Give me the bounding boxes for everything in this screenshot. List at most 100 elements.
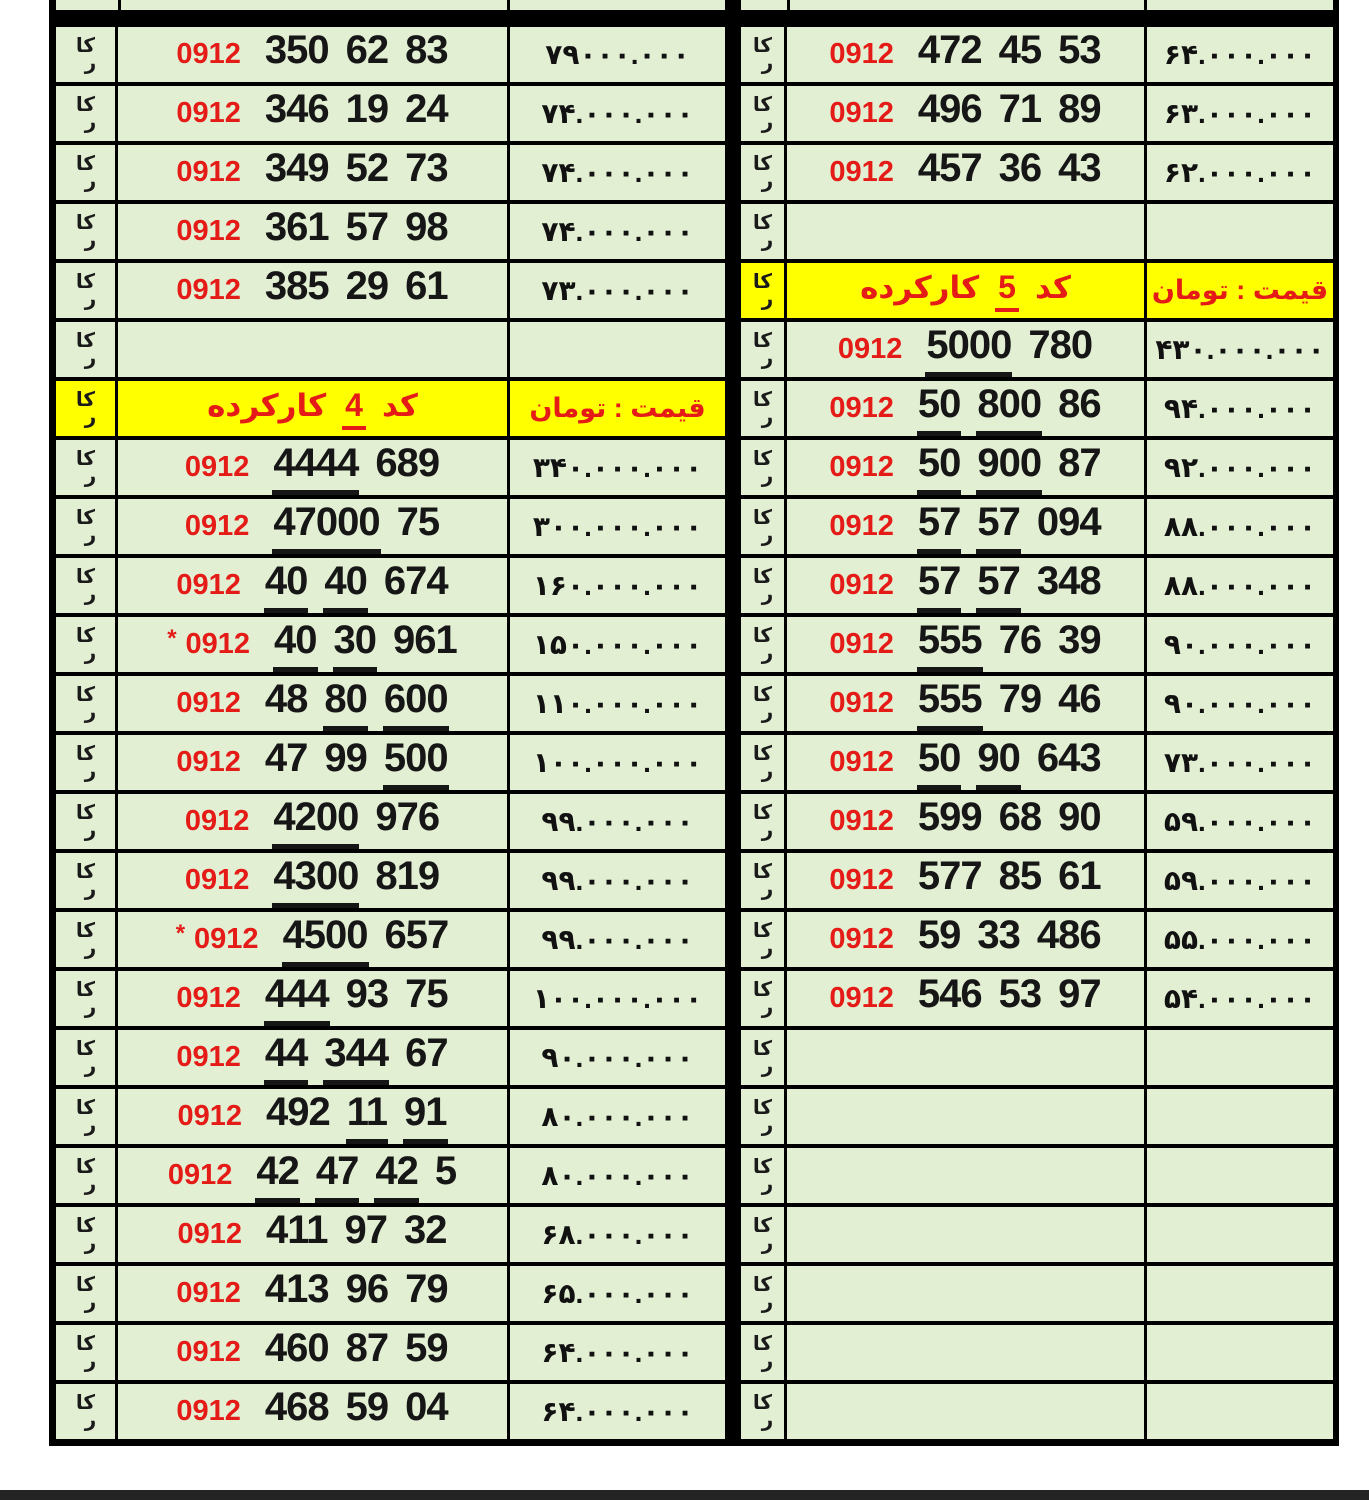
phone-segment: 57: [345, 204, 389, 249]
phone-prefix: 0912: [176, 1394, 241, 1427]
table-row: کا ر 0912 346 19 24 ۷۴.۰۰۰.۰۰۰: [56, 82, 725, 141]
used-badge-cell: کا ر: [56, 1325, 118, 1380]
phone-number: 0912 546 53 97: [829, 972, 1101, 1026]
table-row: کا ر 0912 57 57 348 ۸۸.۰۰۰.۰۰۰: [741, 554, 1333, 613]
phone-segment: 39: [1058, 617, 1101, 662]
phone-segment: 57: [916, 500, 962, 554]
phone-segment: 89: [1058, 86, 1101, 131]
phone-segment: 976: [375, 794, 440, 839]
price-cell: ۷۳.۰۰۰.۰۰۰: [1147, 735, 1333, 790]
badge-text-line1: کا: [752, 35, 773, 58]
phone-segment: 492: [265, 1089, 331, 1134]
phone-prefix: 0912: [184, 450, 250, 483]
phone-cell: 0912 57 57 094: [787, 499, 1147, 554]
phone-segment: 468: [264, 1384, 330, 1429]
phone-segment: 444: [263, 972, 330, 1026]
phone-number: 0912 50 800 86: [829, 382, 1102, 436]
phone-cell: 0912 40 40 674: [118, 558, 510, 613]
phone-segment: 40: [323, 559, 368, 613]
phone-segment: 52: [345, 145, 389, 190]
phone-segment: 5000: [925, 323, 1013, 377]
table-row: کا ر 0912 4300 819 ۹۹.۰۰۰.۰۰۰: [56, 849, 725, 908]
price-value: ۷۳.۰۰۰.۰۰۰: [541, 275, 694, 306]
badge-text: کا ر: [752, 744, 773, 781]
used-badge-cell: کا ر: [56, 263, 118, 318]
phone-segment: 98: [405, 204, 448, 249]
cell-divider: [507, 0, 510, 10]
price-cell: ۷۴.۰۰۰.۰۰۰: [510, 204, 725, 259]
phone-number: 0912 48 80 600: [176, 677, 449, 731]
phone-prefix: 0912: [829, 981, 894, 1014]
badge-text-line2: ر: [84, 346, 97, 369]
cropped-price-cell: [1147, 0, 1333, 10]
price-cell: [1147, 1384, 1333, 1439]
phone-number: * 0912 4500 657: [176, 913, 450, 967]
star-mark: *: [175, 919, 186, 947]
badge-text: کا ر: [75, 213, 96, 250]
phone-segment: 500: [382, 736, 449, 790]
badge-text-line1: کا: [752, 1156, 773, 1179]
price-value: ۶۵.۰۰۰.۰۰۰: [541, 1278, 694, 1309]
phone-segment: 53: [1058, 27, 1101, 72]
used-badge-cell: کا ر: [741, 1207, 787, 1262]
badge-text-line2: ر: [84, 936, 97, 959]
phone-cell: * 0912 40 30 961: [118, 617, 510, 672]
phone-prefix: 0912: [829, 391, 894, 424]
badge-text-line2: ر: [761, 51, 774, 74]
badge-text-line2: ر: [84, 464, 97, 487]
used-badge-cell: کا ر: [56, 86, 118, 141]
badge-text-line2: ر: [761, 169, 774, 192]
price-value: ۹۹.۰۰۰.۰۰۰: [541, 924, 694, 955]
phone-prefix: 0912: [829, 686, 894, 719]
phone-prefix: 0912: [176, 155, 241, 188]
phone-cell: 0912 50 90 643: [787, 735, 1147, 790]
badge-text: کا ر: [752, 390, 773, 427]
phone-segment: 47000: [272, 500, 381, 554]
price-value: ۱۵۰.۰۰۰.۰۰۰: [532, 629, 703, 660]
price-value: ۴۳۰.۰۰۰.۰۰۰: [1155, 334, 1325, 365]
phone-cell: 0912 59 33 486: [787, 912, 1147, 967]
price-cell: ۶۳.۰۰۰.۰۰۰: [1147, 86, 1333, 141]
phone-cell: 0912 346 19 24: [118, 86, 510, 141]
empty-row: کا ر: [741, 1321, 1333, 1380]
phone-cell: [787, 1089, 1147, 1144]
badge-text-line2: ر: [84, 1349, 97, 1372]
badge-text-line2: ر: [84, 1054, 97, 1077]
phone-prefix: 0912: [194, 922, 259, 955]
phone-prefix: 0912: [176, 96, 241, 129]
used-badge-cell: کا ر: [56, 1030, 118, 1085]
table-row: کا ر 0912 457 36 43 ۶۲.۰۰۰.۰۰۰: [741, 141, 1333, 200]
price-cell: ۹۰.۰۰۰.۰۰۰: [510, 1030, 725, 1085]
phone-segment: 93: [345, 971, 389, 1016]
phone-number: 0912 361 57 98: [176, 205, 448, 259]
used-badge-cell: کا ر: [741, 912, 787, 967]
used-badge-cell: کا ر: [56, 558, 118, 613]
badge-text: کا ر: [75, 1334, 97, 1372]
price-cell: ۶۸.۰۰۰.۰۰۰: [510, 1207, 725, 1262]
phone-segment: 90: [976, 736, 1021, 790]
phone-segment: 577: [917, 853, 983, 898]
phone-segment: 385: [264, 263, 330, 308]
table-row: کا ر 0912 42 47 42 5 ۸۰.۰۰۰.۰۰۰: [56, 1144, 725, 1203]
phone-segment: 45: [998, 27, 1042, 72]
badge-text-line1: کا: [75, 1156, 96, 1179]
used-badge-cell: کا ر: [741, 27, 787, 82]
phone-segment: 961: [393, 617, 458, 662]
phone-segment: 87: [1058, 440, 1101, 485]
badge-text-line1: کا: [752, 979, 773, 1002]
cell-divider: [1144, 0, 1147, 10]
empty-row: کا ر: [741, 1085, 1333, 1144]
phone-prefix: 0912: [184, 804, 250, 837]
used-badge-cell: کا ر: [741, 794, 787, 849]
code-header-cell: کد 5 کارکرده: [787, 263, 1147, 318]
code-label: کد: [381, 388, 418, 423]
cell-divider: [118, 0, 121, 10]
badge-text: کا ر: [752, 862, 773, 899]
badge-text-line1: کا: [75, 389, 96, 412]
price-header-label: قیمت : تومان: [529, 393, 706, 423]
price-value: ۶۴.۰۰۰.۰۰۰: [541, 1337, 694, 1368]
phone-prefix: 0912: [184, 509, 250, 542]
price-cell: ۷۳.۰۰۰.۰۰۰: [510, 263, 725, 318]
table-row: کا ر 0912 44 344 67 ۹۰.۰۰۰.۰۰۰: [56, 1026, 725, 1085]
code-header-row: کا ر کد 4 کارکرده قیمت : تومان: [56, 377, 725, 436]
